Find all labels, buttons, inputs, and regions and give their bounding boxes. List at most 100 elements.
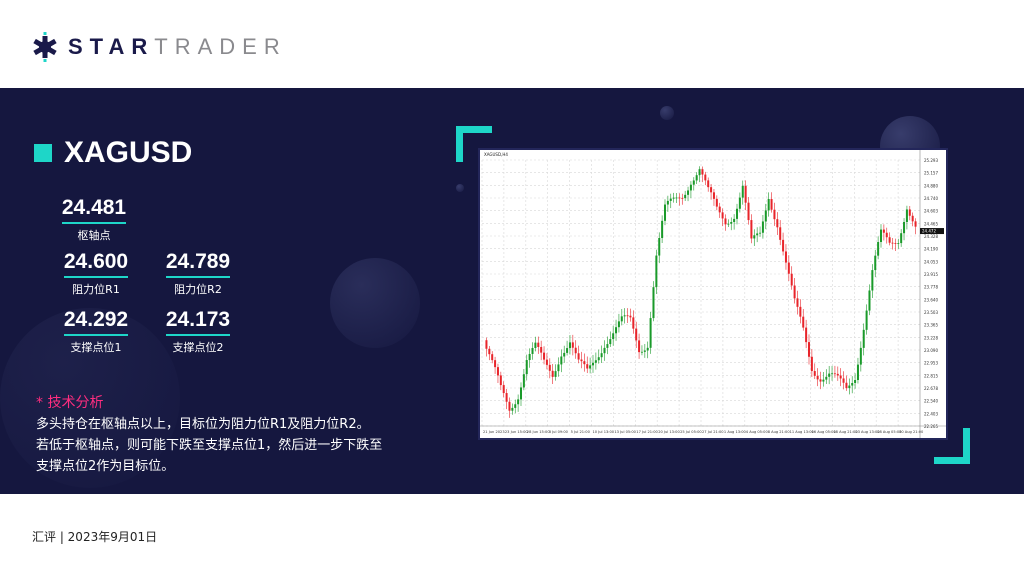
candle-body [701, 169, 704, 175]
candle-body [715, 198, 718, 207]
decor-orb [330, 258, 420, 348]
x-tick-label: 25 Jul 05:00 [680, 430, 702, 434]
current-price-label: 24.472 [922, 229, 936, 234]
candle-body [854, 380, 857, 384]
analysis-line: 支撑点位2作为目标位。 [36, 459, 175, 474]
candle-body [710, 187, 713, 193]
candle-body [499, 375, 502, 386]
candle-body [802, 316, 805, 328]
candle-body [632, 317, 635, 329]
candle-body [767, 199, 770, 211]
candle-body [603, 347, 606, 354]
x-tick-label: 4 Aug 05:00 [746, 430, 769, 434]
candle-body [796, 298, 799, 307]
x-tick-label: 8 Aug 21:00 [768, 430, 791, 434]
candle-body [735, 208, 739, 219]
candle-body [730, 221, 733, 224]
candle-body [839, 375, 842, 379]
candle-body [681, 197, 684, 199]
footer-date: 汇评 | 2023年9月01日 [32, 530, 158, 544]
y-tick-label: 23.228 [924, 335, 938, 340]
candlestick-chart: 25.293 25.157 24.880 24.740 24.603 24.465 24.3… [480, 150, 946, 438]
candle-body [782, 239, 785, 252]
candle-body [770, 199, 773, 210]
logo-text-trader: TRADER [154, 34, 287, 59]
analysis-title: * 技术分析 [36, 395, 104, 411]
candle-body [571, 342, 574, 348]
candle-body [819, 379, 822, 382]
startrader-logo: STAR TRADER [32, 32, 287, 62]
candle-body [640, 351, 643, 353]
x-tick-label: 11 Aug 13:00 [790, 430, 815, 434]
r1-level: 24.600 阻力位R1 [56, 250, 136, 297]
candle-body [612, 333, 615, 340]
candle-body [692, 180, 695, 185]
candle-body [505, 393, 508, 402]
candle-body [848, 385, 851, 389]
candle-body [519, 387, 523, 400]
symbol-heading: XAGUSD [34, 136, 192, 170]
candle-body [741, 185, 744, 198]
logo-text-star: STAR [68, 34, 155, 59]
r2-level: 24.789 阻力位R2 [158, 250, 238, 297]
candle-body [600, 353, 603, 358]
candle-body [753, 235, 756, 239]
candle-body [856, 364, 859, 381]
y-tick-label: 23.090 [924, 348, 938, 353]
x-tick-label: 10 Jul 13:00 [593, 430, 615, 434]
candle-body [623, 315, 626, 317]
candle-body [646, 347, 649, 351]
candle-body [779, 227, 782, 240]
candle-body [911, 215, 914, 222]
x-tick-label: 23 Jun 15:00 [505, 430, 529, 434]
x-tick-label: 5 Jul 21:00 [571, 430, 591, 434]
candle-body [833, 373, 836, 375]
star-logo-icon [33, 32, 57, 62]
x-tick-label: 18 Aug 21:00 [833, 430, 858, 434]
candle-body [615, 327, 618, 334]
candle-body [629, 315, 632, 318]
r1-value: 24.600 [63, 250, 129, 278]
x-tick-label: 23 Aug 13:00 [855, 430, 880, 434]
candle-body [496, 367, 499, 376]
candle-body [704, 174, 707, 181]
r2-value: 24.789 [165, 250, 231, 278]
candle-body [825, 376, 828, 380]
y-tick-label: 22.540 [924, 399, 938, 404]
candle-body [879, 229, 883, 243]
x-tick-label: 20 Jul 13:00 [658, 430, 680, 434]
x-tick-label: 16 Aug 05:00 [812, 430, 837, 434]
candle-body [617, 321, 620, 328]
candle-body [568, 342, 571, 349]
candle-body [511, 407, 514, 411]
candle-body [491, 354, 494, 361]
candle-body [897, 243, 900, 244]
candle-body [865, 310, 868, 330]
candle-body [900, 233, 903, 244]
candle-body [525, 360, 528, 375]
candle-body [845, 382, 848, 389]
y-tick-label: 24.053 [924, 259, 938, 264]
candle-body [733, 218, 736, 222]
candle-body [488, 348, 491, 355]
decor-orb [660, 106, 674, 120]
candle-body [591, 362, 595, 366]
x-tick-label: 30 Aug 21:00 [899, 430, 924, 434]
y-tick-label: 23.778 [924, 285, 938, 290]
candle-body [868, 290, 871, 311]
s2-label: 支撑点位2 [172, 341, 224, 354]
candle-body [874, 255, 877, 271]
y-tick-label: 22.265 [924, 424, 938, 429]
header: STAR TRADER [0, 0, 1024, 88]
candle-body [597, 357, 600, 361]
candle-body [652, 287, 655, 319]
candle-body [551, 370, 554, 377]
y-tick-label: 22.815 [924, 373, 938, 378]
candle-body [882, 229, 885, 233]
s1-value: 24.292 [63, 308, 129, 336]
candle-body [905, 209, 908, 222]
candle-body [557, 364, 560, 372]
candle-body [744, 185, 747, 203]
candle-body [885, 232, 888, 238]
s1-level: 24.292 支撑点位1 [56, 308, 136, 355]
